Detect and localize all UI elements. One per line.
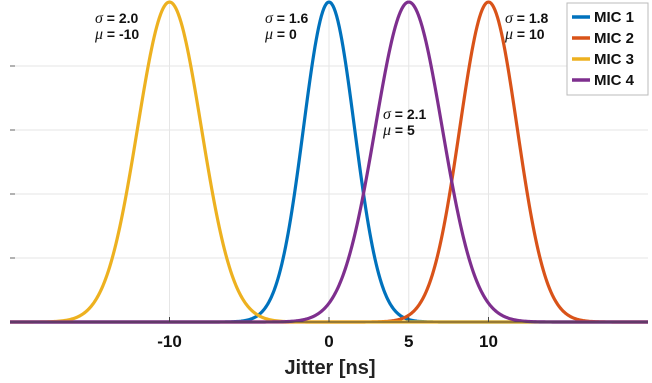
annotation-3: σ = 1.8μ = 10 <box>504 10 549 43</box>
x-tick-label-1: 0 <box>324 332 333 351</box>
x-axis: -10 0 5 10 <box>10 317 648 351</box>
annotation-sigma-2: σ = 2.1 <box>383 106 427 123</box>
legend-label-2: MIC 3 <box>594 51 634 68</box>
annotation-mu-2: μ = 5 <box>382 122 415 139</box>
grid-lines <box>10 2 648 322</box>
annotation-sigma-3: σ = 1.8 <box>505 10 549 27</box>
annotation-sigma-0: σ = 2.0 <box>95 10 139 27</box>
legend-label-0: MIC 1 <box>594 9 634 26</box>
annotation-2: σ = 2.1μ = 5 <box>382 106 427 139</box>
annotation-mu-0: μ = -10 <box>94 26 139 43</box>
annotation-mu-3: μ = 10 <box>504 26 545 43</box>
x-tick-label-2: 5 <box>404 332 413 351</box>
legend: MIC 1 MIC 2 MIC 3 MIC 4 <box>566 2 649 96</box>
annotation-0: σ = 2.0μ = -10 <box>94 10 139 43</box>
annotation-mu-1: μ = 0 <box>264 26 297 43</box>
legend-label-1: MIC 2 <box>594 30 634 47</box>
annotation-sigma-1: σ = 1.6 <box>265 10 309 27</box>
legend-label-3: MIC 4 <box>594 72 635 89</box>
annotation-1: σ = 1.6μ = 0 <box>264 10 309 43</box>
x-tick-label-0: -10 <box>157 332 182 351</box>
x-tick-label-3: 10 <box>479 332 498 351</box>
x-axis-label: Jitter [ns] <box>284 357 375 379</box>
annotations: σ = 2.0μ = -10σ = 1.6μ = 0σ = 2.1μ = 5σ … <box>94 10 549 139</box>
